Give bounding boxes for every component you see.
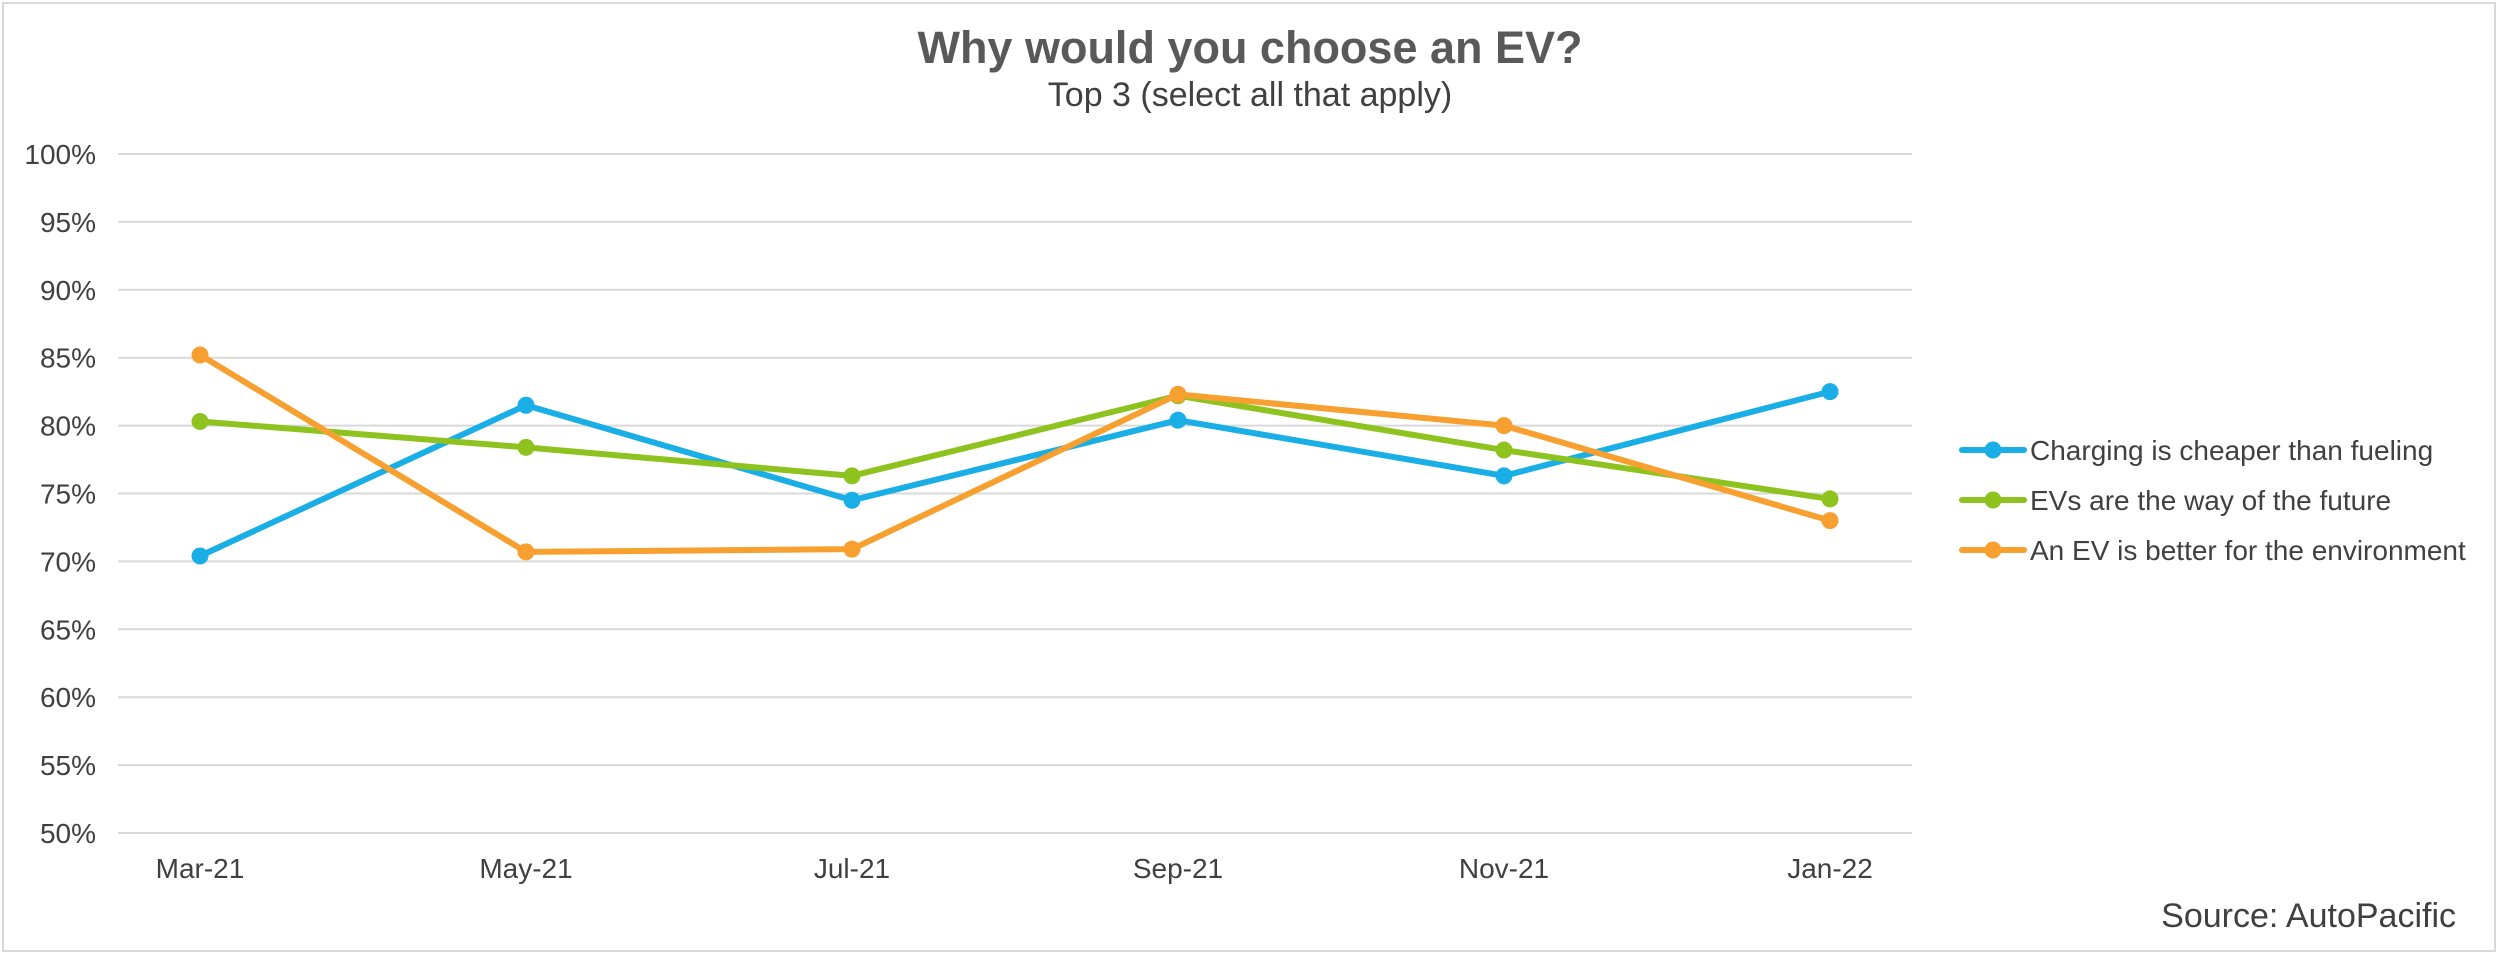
legend-marker: [1984, 491, 2002, 509]
x-tick-label: Mar-21: [156, 853, 245, 884]
data-point: [1821, 512, 1839, 530]
y-tick-label: 70%: [40, 546, 96, 577]
series-group: [191, 383, 1839, 565]
data-point: [191, 413, 209, 431]
data-point: [1821, 383, 1839, 401]
data-point: [1169, 385, 1187, 403]
chart-title: Why would you choose an EV?: [917, 22, 1583, 73]
y-tick-label: 50%: [40, 818, 96, 849]
legend-item: EVs are the way of the future: [1959, 485, 2391, 516]
gridlines: [118, 153, 1912, 834]
legend-item: Charging is cheaper than fueling: [1959, 435, 2433, 466]
data-point: [1821, 490, 1839, 508]
y-tick-label: 90%: [40, 275, 96, 306]
x-tick-label: Nov-21: [1459, 853, 1549, 884]
legend-label: An EV is better for the environment: [2030, 535, 2466, 566]
chart-subtitle: Top 3 (select all that apply): [1047, 76, 1453, 114]
y-tick-label: 65%: [40, 614, 96, 645]
series-line: [197, 388, 1833, 559]
y-tick-label: 85%: [40, 343, 96, 374]
data-point: [517, 396, 535, 414]
data-point: [843, 491, 861, 509]
y-tick-label: 60%: [40, 682, 96, 713]
legend-marker: [1984, 441, 2002, 459]
legend-marker: [1984, 541, 2002, 559]
x-axis-labels: Mar-21 May-21 Jul-21 Sep-21 Nov-21 Jan-22: [156, 853, 1873, 884]
series-line: [197, 392, 1833, 502]
data-point: [191, 346, 209, 364]
data-point: [1495, 417, 1513, 435]
series-lines: [191, 346, 1839, 565]
legend-item: An EV is better for the environment: [1959, 535, 2466, 566]
data-point: [191, 547, 209, 565]
data-point: [517, 543, 535, 561]
data-point: [1495, 467, 1513, 485]
legend: Charging is cheaper than fueling EVs are …: [1959, 435, 2466, 566]
x-tick-label: May-21: [479, 853, 572, 884]
source-note: Source: AutoPacific: [2161, 897, 2456, 935]
data-point: [843, 467, 861, 485]
data-point: [517, 438, 535, 456]
data-point: [1169, 411, 1187, 429]
x-tick-label: Jan-22: [1787, 853, 1873, 884]
y-tick-label: 80%: [40, 411, 96, 442]
y-tick-label: 55%: [40, 750, 96, 781]
series-group: [191, 346, 1839, 561]
y-tick-label: 75%: [40, 479, 96, 510]
x-tick-label: Sep-21: [1133, 853, 1223, 884]
legend-label: Charging is cheaper than fueling: [2030, 435, 2433, 466]
series-line: [197, 351, 1833, 555]
data-point: [1495, 441, 1513, 459]
x-tick-label: Jul-21: [814, 853, 890, 884]
y-tick-label: 100%: [24, 139, 96, 170]
y-axis-labels: 50% 55% 60% 65% 70% 75% 80% 85% 90% 95% 100%: [24, 139, 96, 849]
legend-label: EVs are the way of the future: [2030, 485, 2391, 516]
data-point: [843, 540, 861, 558]
y-tick-label: 95%: [40, 207, 96, 238]
